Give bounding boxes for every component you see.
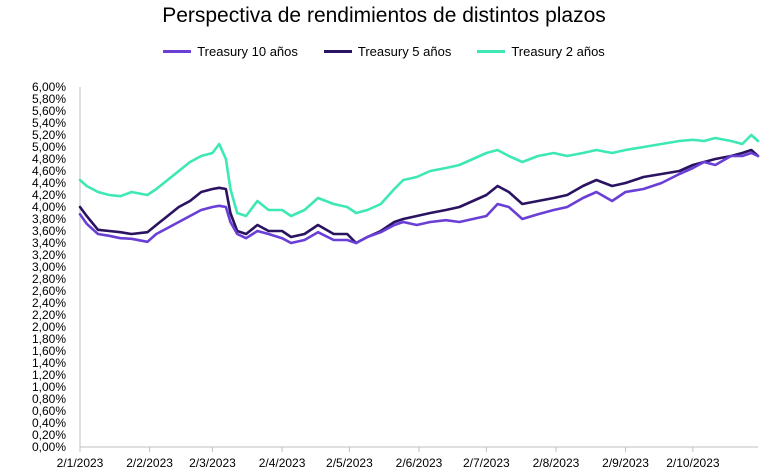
x-tick-label: 2/5/2023 bbox=[326, 456, 373, 470]
y-tick-label: 3,80% bbox=[32, 212, 66, 226]
x-tick-label: 2/4/2023 bbox=[259, 456, 306, 470]
x-tick-label: 2/9/2023 bbox=[602, 456, 649, 470]
y-tick-label: 5,00% bbox=[32, 140, 66, 154]
chart-title: Perspectiva de rendimientos de distintos… bbox=[162, 4, 606, 27]
legend-swatch-10y bbox=[163, 50, 192, 53]
y-tick-label: 0,40% bbox=[32, 416, 66, 430]
y-tick-label: 4,60% bbox=[32, 164, 66, 178]
legend-swatch-5y bbox=[323, 50, 352, 53]
y-tick-label: 1,60% bbox=[32, 344, 66, 358]
legend-label-5y: Treasury 5 años bbox=[357, 44, 452, 59]
y-tick-label: 0,80% bbox=[32, 392, 66, 406]
series-group bbox=[78, 133, 760, 245]
x-tick-label: 2/7/2023 bbox=[463, 456, 510, 470]
y-tick-label: 3,40% bbox=[32, 236, 66, 250]
legend-item-2y: Treasury 2 años bbox=[477, 44, 605, 59]
x-tick-label: 2/10/2023 bbox=[666, 456, 720, 470]
legend-swatch-2y bbox=[477, 50, 506, 53]
series-line-10y bbox=[78, 151, 760, 245]
legend: Treasury 10 años Treasury 5 años Treasur… bbox=[0, 44, 768, 59]
y-tick-label: 2,00% bbox=[32, 320, 66, 334]
y-tick-label: 4,20% bbox=[32, 188, 66, 202]
y-tick-label: 2,20% bbox=[32, 308, 66, 322]
y-tick-label: 0,20% bbox=[32, 428, 66, 442]
x-tick-label: 2/3/2023 bbox=[189, 456, 236, 470]
y-tick-label: 5,80% bbox=[32, 92, 66, 106]
series-line-2y bbox=[78, 133, 760, 218]
y-tick-label: 4,40% bbox=[32, 176, 66, 190]
y-tick-label: 3,60% bbox=[32, 224, 66, 238]
x-tick-label: 2/6/2023 bbox=[396, 456, 443, 470]
y-tick-label: 3,20% bbox=[32, 248, 66, 262]
y-tick-label: 1,40% bbox=[32, 356, 66, 370]
axes: 0,00%0,20%0,40%0,60%0,80%1,00%1,20%1,40%… bbox=[32, 80, 758, 470]
x-tick-label: 2/2/2023 bbox=[126, 456, 173, 470]
y-tick-label: 1,80% bbox=[32, 332, 66, 346]
y-tick-label: 2,60% bbox=[32, 284, 66, 298]
y-tick-label: 5,40% bbox=[32, 116, 66, 130]
y-tick-label: 0,00% bbox=[32, 440, 66, 454]
y-tick-label: 3,00% bbox=[32, 260, 66, 274]
y-tick-label: 4,80% bbox=[32, 152, 66, 166]
legend-label-10y: Treasury 10 años bbox=[197, 44, 298, 59]
y-tick-label: 0,60% bbox=[32, 404, 66, 418]
x-tick-label: 2/1/2023 bbox=[57, 456, 104, 470]
legend-item-10y: Treasury 10 años bbox=[163, 44, 298, 59]
legend-item-5y: Treasury 5 años bbox=[323, 44, 452, 59]
y-tick-label: 1,00% bbox=[32, 380, 66, 394]
y-tick-label: 6,00% bbox=[32, 80, 66, 94]
y-tick-label: 4,00% bbox=[32, 200, 66, 214]
x-tick-label: 2/8/2023 bbox=[533, 456, 580, 470]
y-tick-label: 2,40% bbox=[32, 296, 66, 310]
series-line-5y bbox=[78, 148, 760, 245]
y-tick-label: 1,20% bbox=[32, 368, 66, 382]
y-tick-label: 5,20% bbox=[32, 128, 66, 142]
y-tick-label: 2,80% bbox=[32, 272, 66, 286]
legend-label-2y: Treasury 2 años bbox=[511, 44, 605, 59]
y-tick-label: 5,60% bbox=[32, 104, 66, 118]
